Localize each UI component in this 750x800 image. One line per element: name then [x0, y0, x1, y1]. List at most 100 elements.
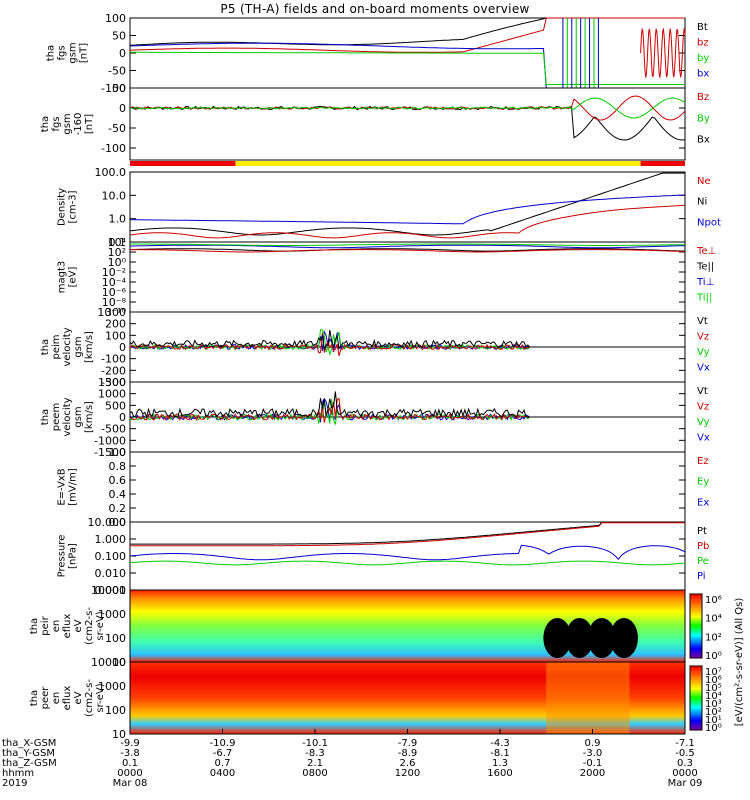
colorbar-tick: 10⁵ — [705, 683, 722, 694]
xaxis-row-label: tha_Z-GSM — [2, 758, 57, 769]
xaxis-value: 0800 — [302, 768, 327, 779]
legend-fgs_zoom: By — [697, 113, 710, 124]
xaxis-value: -3.0 — [583, 748, 603, 759]
xaxis-value: 0400 — [210, 768, 235, 779]
ytick-label-peem_velocity: 500 — [105, 399, 126, 412]
ytick-label-peir: 100 — [105, 632, 126, 645]
ytick-label-fgs: -50 — [108, 65, 126, 78]
colorbar-tick: 10⁷ — [705, 667, 722, 678]
ylabel-peem_velocity: tha — [40, 409, 51, 425]
ylabel-peir: eflux — [62, 614, 73, 639]
state-bar-red — [130, 161, 236, 166]
colorbar-tick: 10⁶ — [705, 675, 722, 686]
xaxis-value: -8.3 — [305, 748, 325, 759]
ytick-label-peem_velocity: -500 — [101, 423, 126, 436]
ytick-label-peim_velocity: 200 — [105, 318, 126, 331]
ytick-label-peem_velocity: 0 — [119, 411, 126, 424]
ytick-label-peem_velocity: -1000 — [94, 434, 126, 447]
legend-pressure: Pb — [697, 541, 709, 552]
ytick-label-pressure: 1.000 — [95, 533, 127, 546]
ytick-label-fgs_zoom: -100 — [101, 142, 126, 155]
ylabel-peer: eflux — [62, 686, 73, 711]
ytick-label-temperature: 10⁻⁸ — [102, 296, 127, 309]
ytick-label-efield: 0.2 — [109, 502, 127, 515]
ytick-label-peir: 10 — [112, 656, 126, 669]
ylabel-peem_velocity: gsm — [73, 406, 84, 427]
state-bar-yellow — [235, 161, 641, 166]
ytick-label-temperature: 10⁰ — [108, 256, 127, 269]
ylabel-fgs_zoom: -160 — [73, 113, 84, 136]
xaxis-value: -8.1 — [490, 748, 510, 759]
legend-pressure: Pi — [697, 571, 706, 582]
ytick-label-temperature: 10⁻⁶ — [102, 286, 127, 299]
ylabel-fgs: gsm — [68, 42, 79, 63]
legend-temperature: Te⊥ — [696, 246, 716, 257]
panel-frame-temperature — [129, 241, 686, 313]
ylabel-peir: en — [51, 620, 62, 633]
ylabel-fgs_zoom: gsm — [62, 113, 73, 134]
legend-fgs: Bt — [697, 22, 708, 33]
spectrogram-dropout — [543, 618, 572, 658]
xaxis-value: -7.1 — [675, 738, 695, 749]
xaxis-value: -4.3 — [490, 738, 510, 749]
series-bt — [129, 17, 685, 46]
ytick-label-peer: 10000 — [91, 656, 126, 669]
xaxis-value: 0000 — [672, 768, 697, 779]
ylabel-density: Density — [57, 188, 68, 226]
spectrogram-dropout — [565, 618, 594, 658]
ytick-label-temperature: 10⁴ — [108, 236, 127, 249]
legend-density: Ni — [697, 197, 707, 208]
ylabel-efield: [mV/m] — [68, 468, 79, 506]
ylabel-peer: en — [51, 692, 62, 705]
xaxis-value: 0.1 — [122, 758, 138, 769]
ylabel-peim_velocity: peim — [51, 334, 62, 359]
ytick-label-peim_velocity: 0 — [119, 341, 126, 354]
xaxis-value: 2.6 — [400, 758, 416, 769]
xaxis-value: -9.9 — [120, 738, 140, 749]
ytick-label-pressure: 0.001 — [95, 584, 127, 597]
colorbar-tick: 10⁶ — [705, 595, 722, 606]
colorbar-tick: 10² — [705, 707, 722, 718]
series-npot — [129, 194, 686, 225]
xaxis-value: 2.1 — [307, 758, 323, 769]
ytick-label-density: 10.0 — [102, 189, 127, 202]
ytick-label-pressure: 0.100 — [95, 550, 127, 563]
spectrogram-band — [546, 662, 630, 734]
legend-pressure: Pt — [697, 526, 707, 537]
page-title: P5 (TH-A) fields and on-board moments ov… — [220, 2, 530, 16]
ytick-label-density: 1.0 — [109, 213, 127, 226]
series-pt — [130, 521, 685, 545]
ytick-label-fgs_zoom: 0 — [119, 102, 126, 115]
ylabel-fgs: fgs — [57, 45, 68, 60]
ylabel-peir: tha — [29, 618, 40, 634]
xaxis-value: -8.9 — [398, 748, 418, 759]
spectrogram-peer — [130, 662, 685, 734]
ytick-label-fgs: 0 — [119, 47, 126, 60]
ylabel-peem_velocity: [km/s] — [84, 401, 95, 433]
ytick-label-peem_velocity: -1500 — [94, 446, 126, 459]
xaxis-value: -6.7 — [213, 748, 233, 759]
legend-fgs: by — [697, 53, 709, 64]
ylabel-peim_velocity: gsm — [73, 336, 84, 357]
ylabel-peim_velocity: tha — [40, 339, 51, 355]
xaxis-row-label: 2019 — [2, 778, 27, 789]
xaxis-value: 1.3 — [492, 758, 508, 769]
series-bx-zoom — [129, 105, 686, 141]
ylabel-peir: peir — [40, 615, 51, 635]
ytick-label-peem_velocity: 1500 — [98, 376, 126, 389]
series-tepar — [129, 248, 685, 252]
ytick-label-fgs: 50 — [112, 30, 126, 43]
series-bx — [129, 42, 685, 89]
ytick-label-pressure: 0.010 — [95, 567, 127, 580]
xaxis-value: 0.7 — [215, 758, 231, 769]
ylabel-efield: E=-VxB — [57, 468, 68, 505]
spectrogram-dropout — [587, 618, 616, 658]
xaxis-value: -0.5 — [675, 748, 695, 759]
xaxis-value: Mar 08 — [113, 778, 148, 789]
xaxis-value: 1600 — [487, 768, 512, 779]
ytick-label-efield: 1.0 — [109, 446, 127, 459]
legend-peem_velocity: Vy — [697, 417, 710, 428]
legend-efield: Ey — [697, 477, 709, 488]
legend-pressure: Pe — [697, 556, 709, 567]
xaxis-value: -0.1 — [583, 758, 603, 769]
